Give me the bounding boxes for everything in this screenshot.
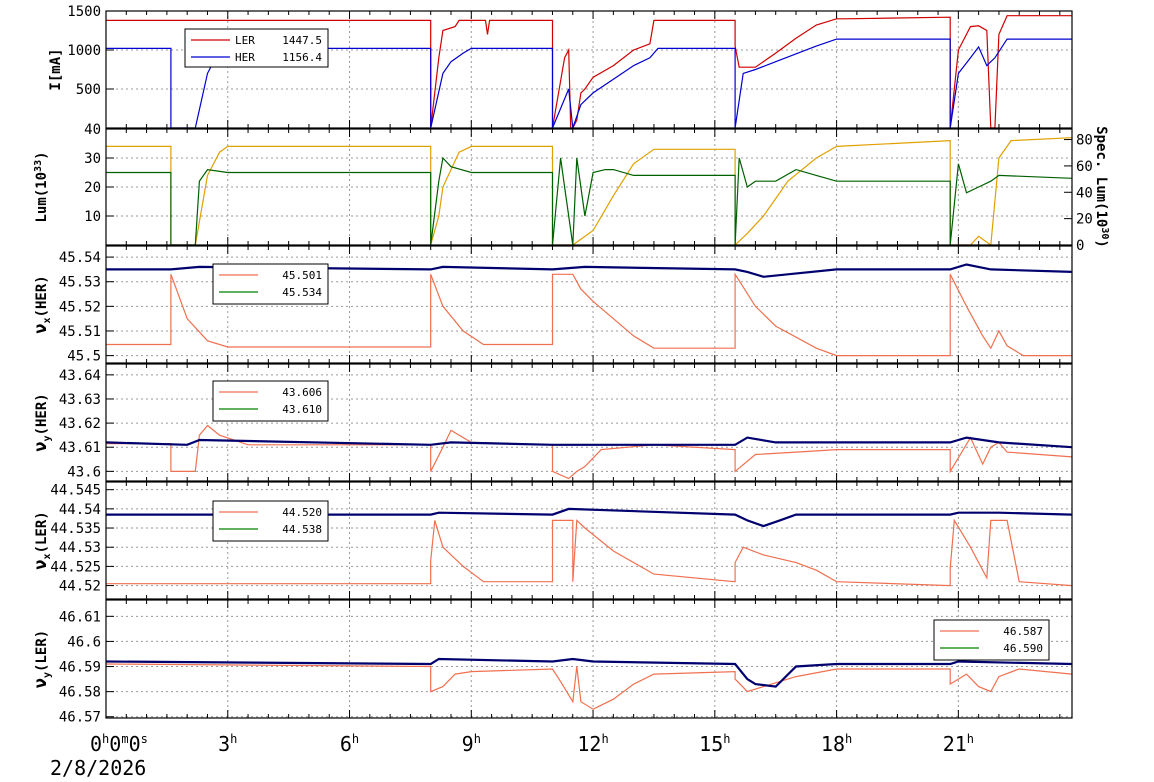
- panel-luminosity: 10 20 30 40 0 20 40 60 80 Spec. Lum(1030) Lum(1033…: [33, 122, 1110, 254]
- plot-frame: [105, 481, 1073, 600]
- plot-frame: [105, 10, 1073, 129]
- legend-box: [212, 500, 329, 542]
- x-tick-label: 15h: [699, 732, 730, 756]
- x-axis: 0h0m0s 3h 6h 9h 12h 15h 18h 21h 2/8/2026: [50, 732, 974, 780]
- plot-frame: [105, 128, 1073, 246]
- y-tick-label: 1500: [67, 4, 101, 20]
- legend-box: [212, 380, 329, 422]
- legend-entry-value: 46.590: [1003, 642, 1043, 655]
- y-tick-label: 43.63: [59, 392, 101, 408]
- x-tick-label: 0h0m0s: [90, 732, 148, 756]
- series-line-LER: [106, 15, 1072, 129]
- legend: 43.606 43.610: [212, 380, 329, 422]
- legend-box: [933, 619, 1050, 661]
- legend-box: [184, 28, 329, 68]
- y-axis-label: I[mA]: [48, 48, 64, 90]
- x-tick-label: 12h: [577, 732, 608, 756]
- y-axis-label: νy(LER): [31, 630, 53, 688]
- x-tick-label: 6h: [340, 732, 359, 756]
- y-tick-label: 45.51: [59, 324, 101, 340]
- legend-entry-value: 1447.5: [282, 34, 322, 47]
- legend-entry-name: LER: [235, 34, 255, 47]
- series-line-nuy-HER-set: [106, 424, 1073, 480]
- right-axis-label: Spec. Lum(1030): [1093, 126, 1110, 248]
- date-label: 2/8/2026: [50, 756, 146, 780]
- plot-area: [106, 600, 1072, 718]
- plot-frame: [105, 245, 1073, 364]
- series-line-Luminosity: [106, 156, 1073, 246]
- legend-entry-value: 45.534: [282, 286, 322, 299]
- panel-nuy-her: 43.643.6143.6243.6343.64νy(HER)43.60643.…: [31, 363, 1073, 482]
- y-tick-label: 44.535: [50, 521, 101, 537]
- y-axis-label: Lum(1033): [33, 151, 50, 222]
- series-line-nux-HER-set: [106, 272, 1072, 357]
- legend: LER 1447.5 HER 1156.4: [184, 28, 329, 68]
- right-y-tick-label: 60: [1076, 159, 1093, 175]
- y-tick-label: 46.59: [59, 660, 101, 676]
- y-tick-label: 44.54: [59, 502, 101, 518]
- legend-box: [212, 263, 329, 305]
- series-line-nux-LER-set: [106, 518, 1073, 587]
- y-tick-label: 43.6: [67, 464, 101, 480]
- right-y-tick-label: 40: [1076, 185, 1093, 201]
- y-tick-label: 45.53: [59, 275, 101, 291]
- y-tick-label: 46.6: [67, 634, 101, 650]
- legend-entry-value: 45.501: [282, 269, 322, 282]
- legend-entry-value: 43.610: [282, 403, 322, 416]
- y-tick-label: 44.525: [50, 559, 101, 575]
- legend: 46.587 46.590: [933, 619, 1050, 661]
- panel-nux-ler: 44.52 44.525 44.53 44.535 44.54 44.545 νx(LER)…: [31, 481, 1073, 600]
- y-tick-label: 43.64: [59, 368, 101, 384]
- y-tick-label: 46.58: [59, 685, 101, 701]
- y-tick-label: 10: [84, 209, 101, 225]
- y-axis-label: νx(HER): [31, 275, 53, 333]
- right-y-tick-label: 80: [1076, 133, 1093, 149]
- y-axis-label: νy(HER): [31, 393, 53, 451]
- y-tick-label: 500: [76, 82, 101, 98]
- legend-entry-name: HER: [235, 51, 255, 64]
- right-y-tick-label: 0: [1076, 238, 1084, 254]
- y-tick-label: 46.61: [59, 609, 101, 625]
- panel-current: 500 1000 1500 I[mA] LER 1447.5 HER 1156.4: [48, 4, 1073, 129]
- series-line-nuy-LER-set: [105, 663, 1073, 710]
- series-line-nuy-LER-meas: [105, 657, 1073, 688]
- legend-entry-value: 43.606: [282, 386, 322, 399]
- y-tick-label: 20: [84, 180, 101, 196]
- series-line-nuy-HER-meas: [105, 436, 1073, 449]
- x-tick-label: 3h: [218, 732, 237, 756]
- y-tick-label: 44.52: [59, 579, 101, 595]
- plot-frame: [105, 599, 1073, 719]
- series-line-nux-LER-meas: [106, 507, 1073, 528]
- legend: 45.501 45.534: [212, 263, 329, 305]
- y-tick-label: 44.53: [59, 540, 101, 556]
- y-tick-label: 46.57: [59, 710, 101, 726]
- y-tick-label: 45.52: [59, 299, 101, 315]
- x-tick-label: 18h: [821, 732, 852, 756]
- right-y-tick-label: 20: [1076, 212, 1093, 228]
- legend: 44.520 44.538: [212, 500, 329, 542]
- legend-entry-value: 44.538: [282, 523, 322, 536]
- x-tick-label: 21h: [943, 732, 974, 756]
- y-tick-label: 30: [84, 151, 101, 167]
- y-tick-label: 44.545: [50, 483, 101, 499]
- y-tick-label: 45.5: [67, 349, 101, 365]
- y-tick-label: 43.61: [59, 440, 101, 456]
- y-axis-label: νx(LER): [31, 511, 53, 569]
- plot-frame: [105, 363, 1073, 482]
- legend-entry-value: 44.520: [282, 506, 322, 519]
- legend-entry-value: 46.587: [1003, 625, 1043, 638]
- y-tick-label: 45.54: [59, 250, 101, 266]
- y-tick-label: 43.62: [59, 416, 101, 432]
- legend-entry-value: 1156.4: [282, 51, 322, 64]
- y-tick-label: 40: [84, 122, 101, 138]
- y-tick-label: 1000: [67, 43, 101, 59]
- x-tick-label: 9h: [462, 732, 481, 756]
